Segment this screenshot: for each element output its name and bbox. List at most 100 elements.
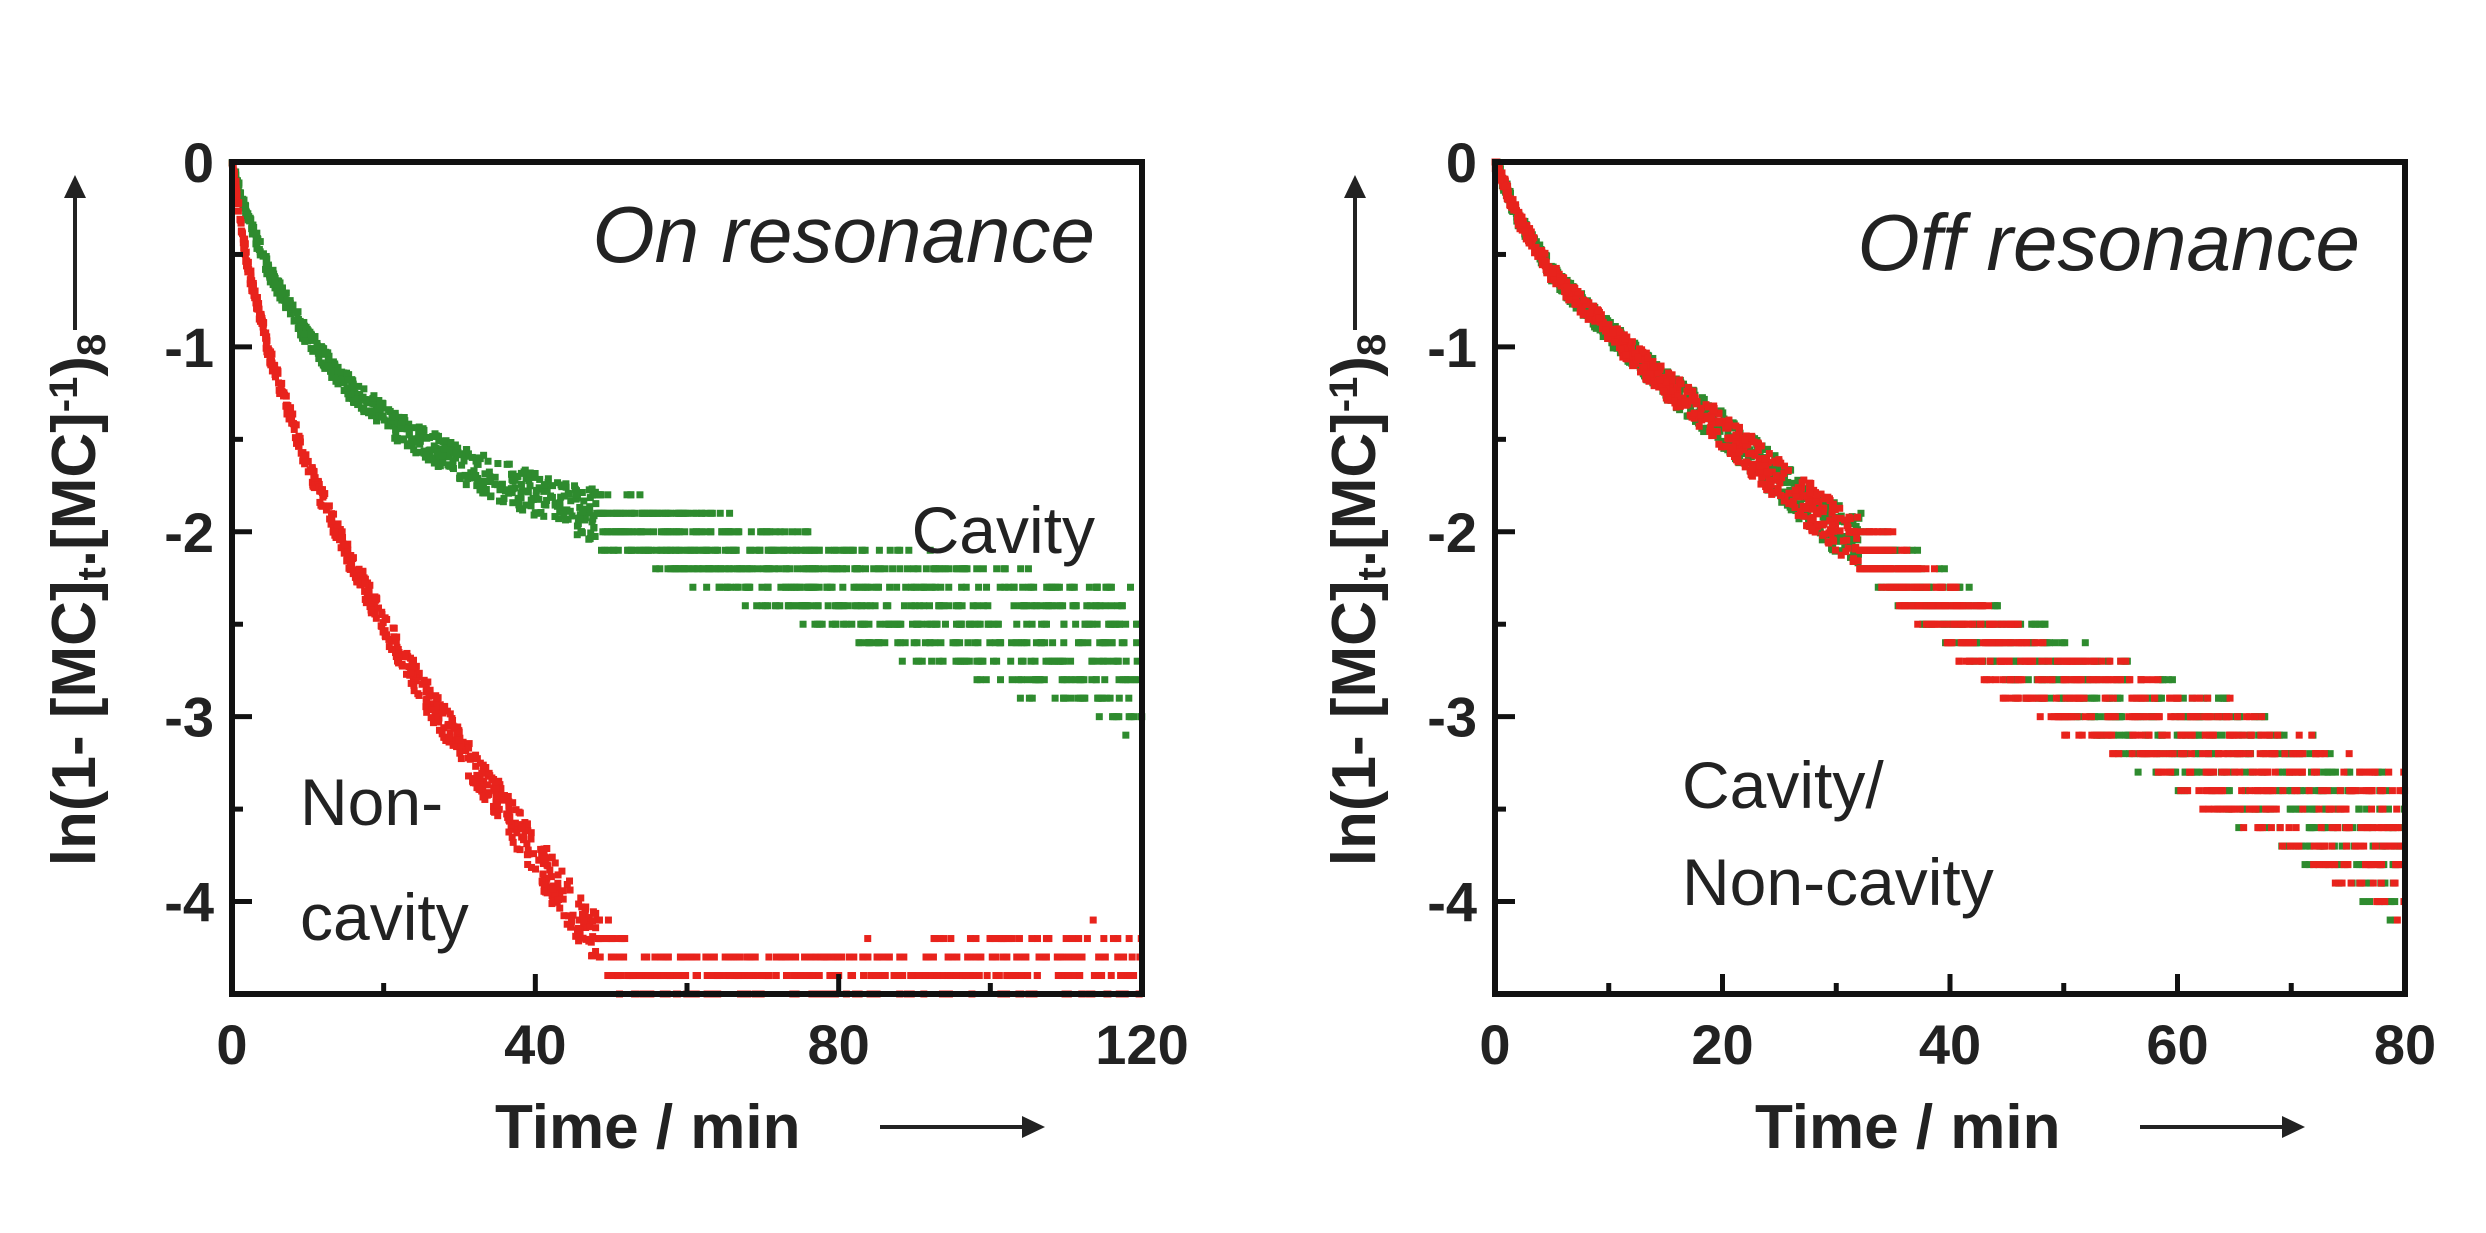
noncavity-point: [408, 661, 416, 669]
cavity-point: [585, 535, 593, 543]
cavity-point: [810, 546, 818, 554]
cavity-point: [614, 546, 622, 554]
cavity-point: [798, 602, 806, 610]
noncavity-point: [582, 924, 590, 932]
noncavity-point: [885, 953, 893, 961]
noncavity-point: [2034, 676, 2042, 684]
noncavity-point: [509, 838, 517, 846]
noncavity-point: [1114, 953, 1122, 961]
noncavity-point: [2396, 787, 2404, 795]
cavity-point: [627, 491, 635, 499]
noncavity-point: [493, 801, 501, 809]
noncavity-point: [2369, 824, 2377, 832]
noncavity-point: [301, 460, 309, 468]
cavity-point: [410, 446, 418, 454]
noncavity-point: [346, 561, 354, 569]
noncavity-point: [549, 896, 557, 904]
noncavity-point: [1914, 620, 1922, 628]
cavity-point: [1093, 602, 1101, 610]
noncavity-point: [237, 227, 245, 235]
noncavity-point: [1707, 419, 1715, 427]
cavity-point: [560, 492, 568, 500]
noncavity-point: [2238, 787, 2246, 795]
cavity-point: [833, 565, 841, 573]
cavity-point: [2310, 805, 2318, 813]
cavity-point: [1126, 583, 1134, 591]
noncavity-point: [349, 570, 357, 578]
noncavity-point: [2067, 713, 2075, 721]
noncavity-point: [1999, 694, 2007, 702]
cavity-point: [2279, 768, 2287, 776]
cavity-point: [1114, 602, 1122, 610]
cavity-point: [255, 246, 263, 254]
cavity-point: [772, 528, 780, 536]
noncavity-point: [969, 972, 977, 980]
cavity-point: [248, 230, 256, 238]
noncavity-point: [2246, 787, 2254, 795]
cavity-point: [1103, 657, 1111, 665]
noncavity-point: [263, 348, 271, 356]
noncavity-point: [943, 972, 951, 980]
noncavity-point: [2202, 787, 2210, 795]
cavity-point: [624, 546, 632, 554]
noncavity-point: [455, 736, 463, 744]
cavity-point: [262, 259, 270, 267]
cavity-point: [317, 359, 325, 367]
noncavity-point: [1748, 464, 1756, 472]
cavity-point: [547, 492, 555, 500]
cavity-point: [2120, 750, 2128, 758]
noncavity-point: [362, 599, 370, 607]
cavity-point: [743, 565, 751, 573]
cavity-point: [540, 481, 548, 489]
noncavity-point: [1854, 557, 1862, 565]
cavity-point: [809, 583, 817, 591]
cavity-point: [763, 565, 771, 573]
cavity-point: [741, 602, 749, 610]
cavity-point: [702, 509, 710, 517]
noncavity-point: [2257, 768, 2265, 776]
noncavity-point: [1534, 252, 1542, 260]
cavity-point: [701, 546, 709, 554]
cavity-point: [2215, 694, 2223, 702]
noncavity-point: [1770, 476, 1778, 484]
cavity-point: [1101, 676, 1109, 684]
noncavity-point: [2322, 861, 2330, 869]
noncavity-point: [422, 688, 430, 696]
noncavity-point: [1003, 953, 1011, 961]
noncavity-point: [262, 329, 270, 337]
cavity-point: [334, 363, 342, 371]
cavity-point: [1940, 565, 1948, 573]
cavity-point: [625, 528, 633, 536]
noncavity-point: [560, 912, 568, 920]
cavity-point: [373, 417, 381, 425]
noncavity-point: [274, 367, 282, 375]
cavity-point: [715, 583, 723, 591]
data-layer-left: [228, 159, 1146, 998]
cavity-point: [928, 657, 936, 665]
cavity-point: [776, 602, 784, 610]
cavity-point: [941, 620, 949, 628]
y-label-sup1: -1: [42, 377, 86, 413]
annotation-noncavity-line1: Non-: [300, 765, 443, 839]
cavity-point: [1007, 657, 1015, 665]
cavity-point: [613, 509, 621, 517]
cavity-point: [695, 546, 703, 554]
cavity-point: [862, 565, 870, 573]
noncavity-point: [361, 575, 369, 583]
cavity-point: [649, 509, 657, 517]
cavity-point: [1763, 445, 1771, 453]
cavity-point: [851, 602, 859, 610]
noncavity-point: [509, 799, 517, 807]
cavity-point: [1787, 506, 1795, 514]
noncavity-point: [1666, 381, 1674, 389]
noncavity-point: [278, 379, 286, 387]
noncavity-point: [1857, 565, 1865, 573]
noncavity-point: [551, 859, 559, 867]
noncavity-point: [1614, 332, 1622, 340]
cavity-point: [911, 602, 919, 610]
cavity-point: [971, 639, 979, 647]
noncavity-point: [401, 653, 409, 661]
annotation-noncavity-line2: cavity: [300, 880, 469, 954]
cavity-point: [807, 602, 815, 610]
noncavity-point: [497, 785, 505, 793]
